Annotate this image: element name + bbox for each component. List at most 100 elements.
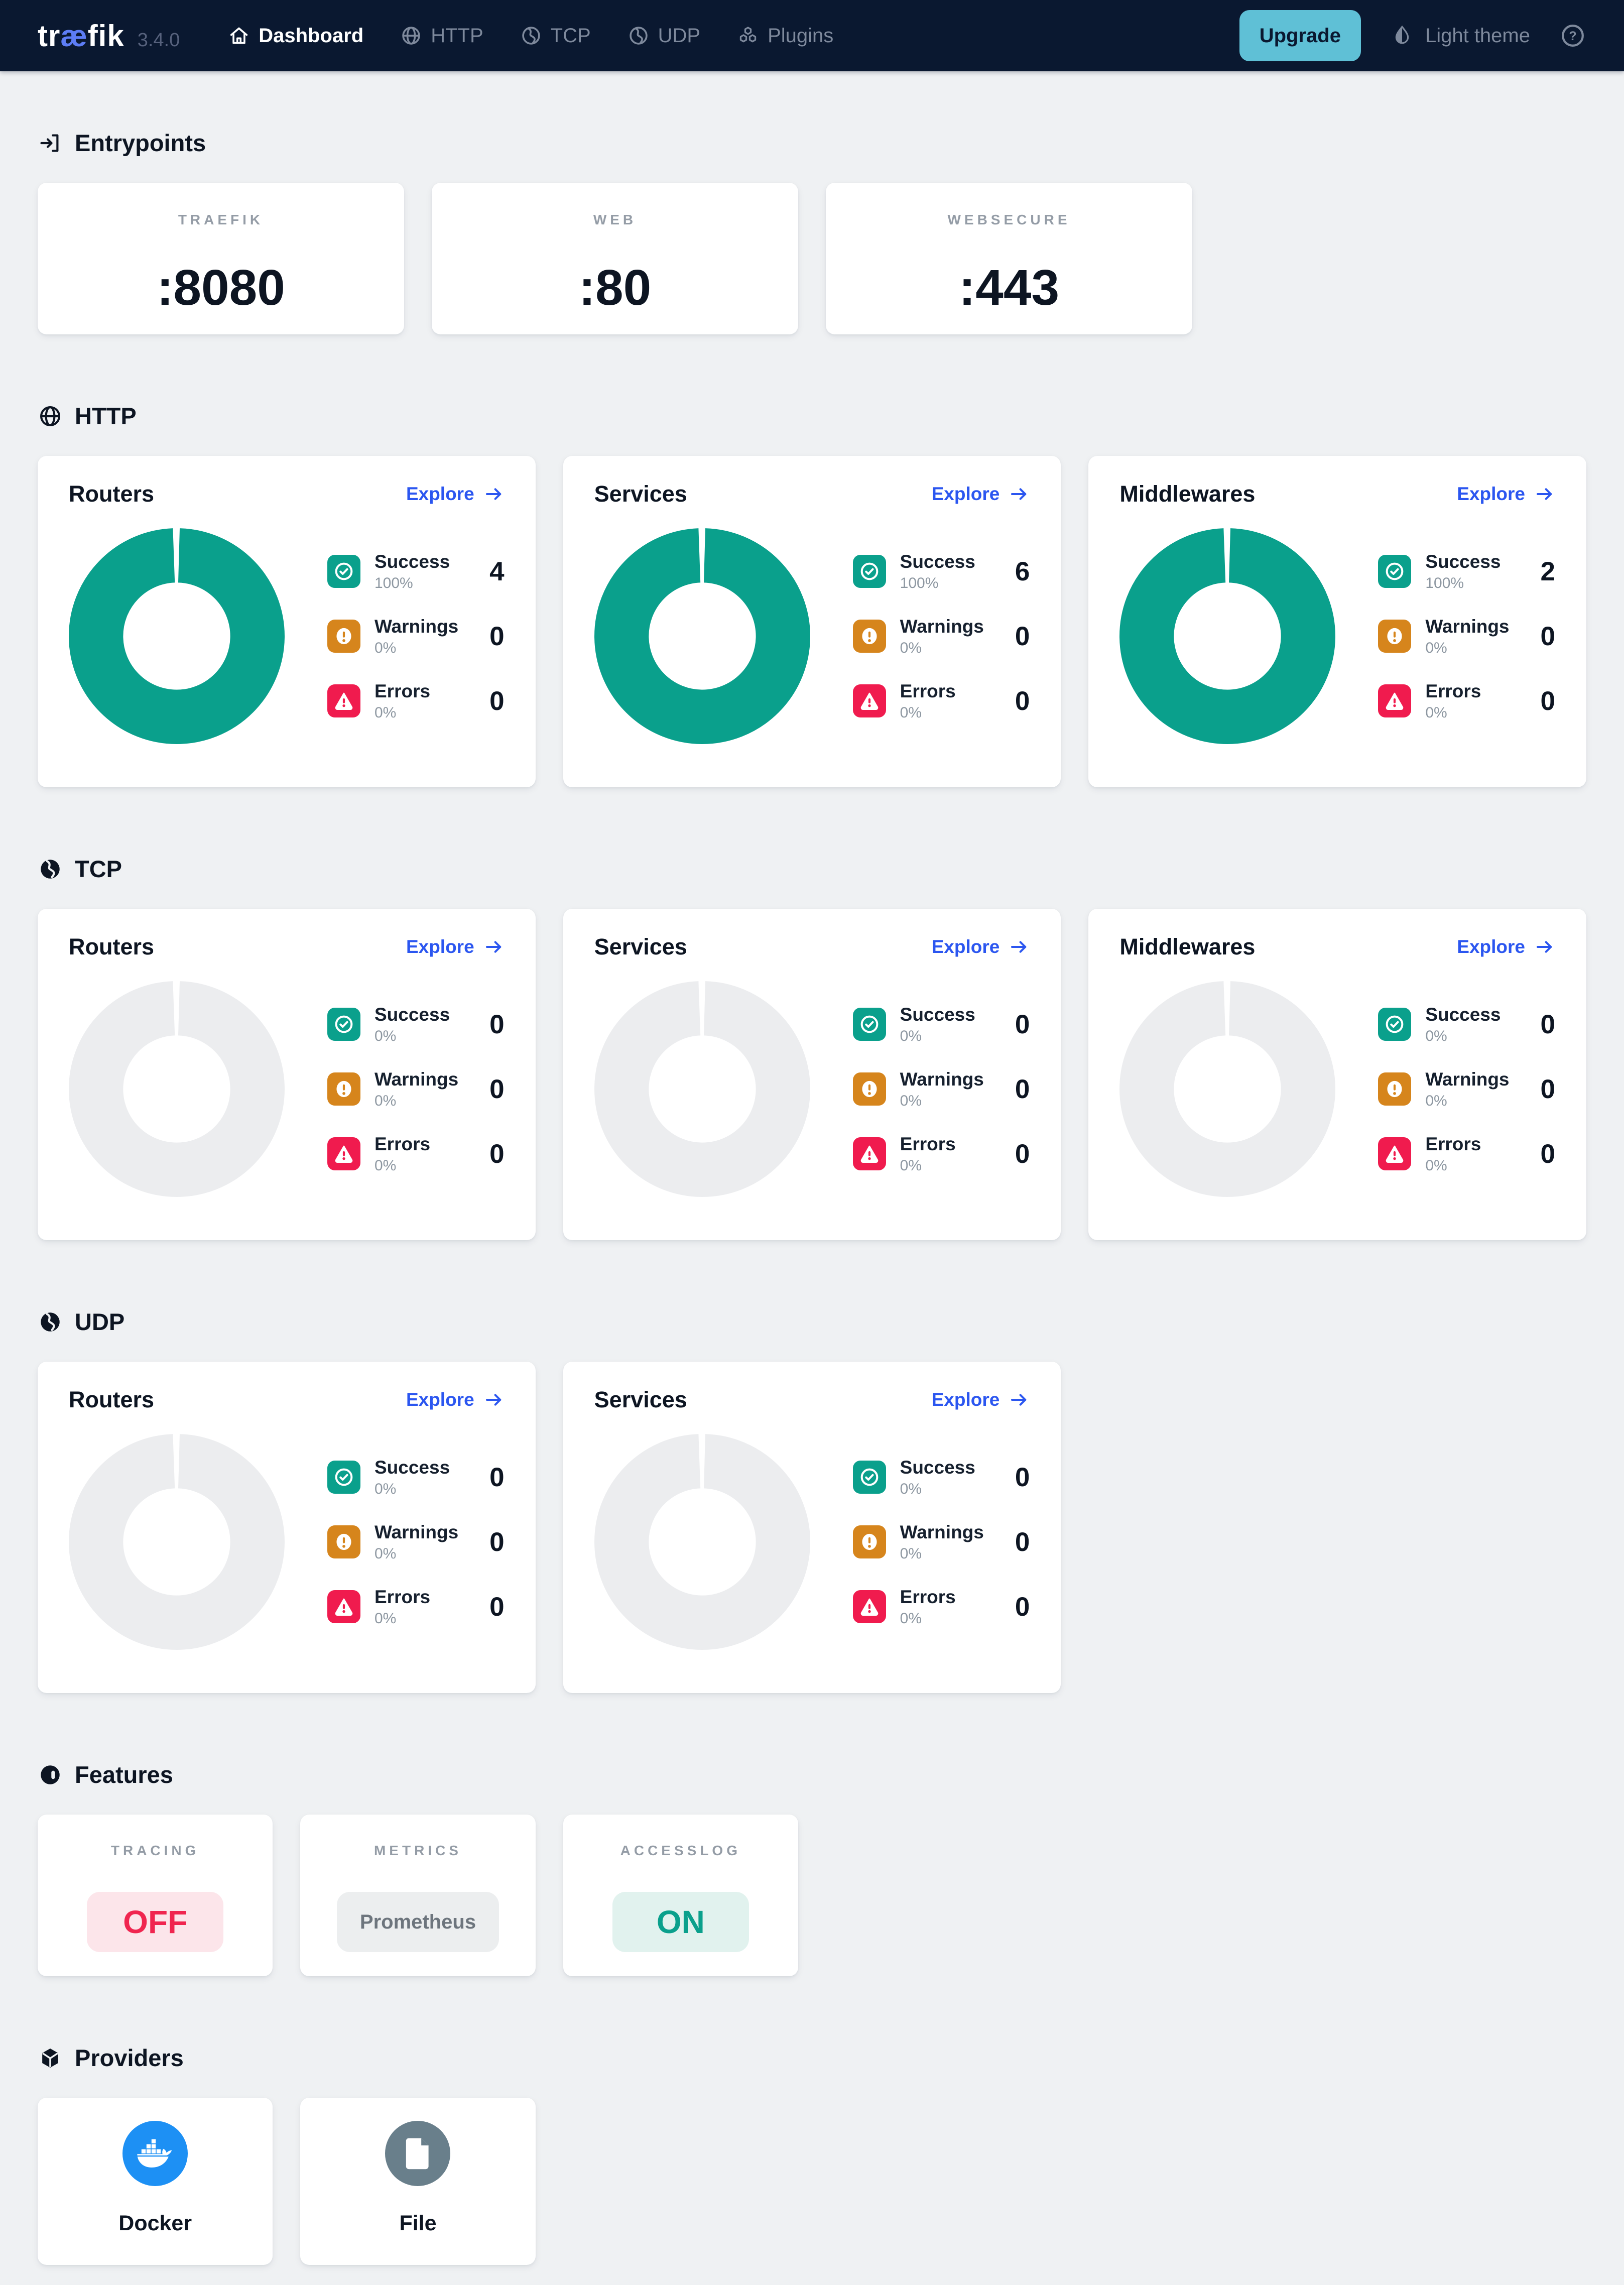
stat-errors: Errors 0% 0 bbox=[852, 681, 1030, 721]
stats-list: Success 100% 6 Warnings 0% 0 Errors 0% 0 bbox=[852, 551, 1030, 721]
stat-success: Success 100% 4 bbox=[327, 551, 505, 592]
stat-errors: Errors 0% 0 bbox=[1378, 1134, 1555, 1174]
success-icon bbox=[1378, 555, 1412, 588]
http-middlewares-card: Middlewares Explore Success 100% 2 bbox=[1088, 456, 1586, 787]
udp-services-card: Services Explore Success 0% 0 bbox=[563, 1362, 1061, 1693]
provider-name: File bbox=[399, 2211, 437, 2235]
stat-label: Warnings bbox=[374, 1068, 459, 1090]
explore-link[interactable]: Explore bbox=[406, 936, 505, 957]
stat-label: Errors bbox=[374, 1133, 431, 1154]
stats-list: Success 0% 0 Warnings 0% 0 Errors 0% 0 bbox=[327, 1457, 505, 1627]
svg-text:?: ? bbox=[1569, 30, 1576, 43]
donut-chart bbox=[1119, 981, 1336, 1197]
explore-link[interactable]: Explore bbox=[932, 484, 1030, 505]
warning-icon bbox=[327, 1072, 360, 1106]
stat-value: 0 bbox=[1015, 1139, 1030, 1169]
stat-value: 0 bbox=[489, 1139, 505, 1169]
card-title: Routers bbox=[69, 934, 155, 959]
section-title: HTTP bbox=[75, 403, 137, 429]
provider-card-file: File bbox=[300, 2098, 536, 2265]
stats-list: Success 100% 4 Warnings 0% 0 Errors 0% 0 bbox=[327, 551, 505, 721]
explore-label: Explore bbox=[406, 484, 474, 504]
http-grid: Routers Explore Success 100% 4 bbox=[38, 456, 1586, 787]
explore-link[interactable]: Explore bbox=[406, 484, 505, 505]
error-icon bbox=[1378, 1137, 1412, 1170]
docker-icon bbox=[122, 2121, 188, 2186]
stat-value: 0 bbox=[1540, 1139, 1555, 1169]
stat-percent: 0% bbox=[374, 1545, 397, 1562]
stat-errors: Errors 0% 0 bbox=[852, 1134, 1030, 1174]
explore-link[interactable]: Explore bbox=[1457, 936, 1555, 957]
theme-toggle[interactable]: Light theme bbox=[1390, 24, 1530, 48]
explore-link[interactable]: Explore bbox=[406, 1389, 505, 1410]
warning-icon bbox=[852, 1525, 886, 1558]
stats-list: Success 0% 0 Warnings 0% 0 Errors 0% 0 bbox=[852, 1457, 1030, 1627]
upgrade-button[interactable]: Upgrade bbox=[1239, 10, 1361, 61]
stat-warnings: Warnings 0% 0 bbox=[327, 1522, 505, 1562]
warning-icon bbox=[1378, 620, 1412, 653]
stat-percent: 0% bbox=[1425, 704, 1447, 721]
stat-errors: Errors 0% 0 bbox=[327, 681, 505, 721]
stat-value: 0 bbox=[489, 1009, 505, 1039]
help-button[interactable]: ? bbox=[1559, 22, 1586, 49]
arrow-right-icon bbox=[1011, 1394, 1027, 1406]
explore-label: Explore bbox=[931, 936, 1000, 957]
card-title: Services bbox=[594, 1387, 687, 1412]
nav-item-udp[interactable]: UDP bbox=[627, 24, 700, 47]
stat-success: Success 100% 2 bbox=[1378, 551, 1555, 592]
stat-label: Success bbox=[1425, 551, 1501, 572]
stat-label: Warnings bbox=[900, 1521, 984, 1542]
stat-errors: Errors 0% 0 bbox=[327, 1134, 505, 1174]
provider-name: Docker bbox=[118, 2211, 192, 2235]
stat-percent: 0% bbox=[1425, 639, 1447, 656]
stat-value: 4 bbox=[489, 556, 505, 586]
error-icon bbox=[327, 1137, 360, 1170]
nav-item-tcp[interactable]: TCP bbox=[520, 24, 591, 47]
stat-percent: 0% bbox=[374, 639, 397, 656]
success-icon bbox=[1378, 1008, 1412, 1041]
feature-status-badge: OFF bbox=[87, 1892, 224, 1952]
section-udp-header: UDP bbox=[38, 1308, 1586, 1336]
stat-success: Success 0% 0 bbox=[1378, 1004, 1555, 1045]
nav-menu: Dashboard HTTP TCP UDP Plugins bbox=[227, 24, 833, 47]
entrypoints-icon bbox=[40, 134, 59, 152]
explore-link[interactable]: Explore bbox=[932, 1389, 1030, 1410]
stat-warnings: Warnings 0% 0 bbox=[1378, 1069, 1555, 1110]
stats-list: Success 100% 2 Warnings 0% 0 Errors 0% 0 bbox=[1378, 551, 1555, 721]
navbar-right: Upgrade Light theme ? bbox=[1239, 10, 1586, 61]
section-title: Entrypoints bbox=[75, 130, 206, 156]
nav-item-http[interactable]: HTTP bbox=[400, 24, 483, 47]
stat-errors: Errors 0% 0 bbox=[1378, 681, 1555, 721]
stat-label: Warnings bbox=[1425, 616, 1510, 637]
warning-icon bbox=[1378, 1072, 1412, 1106]
card-title: Routers bbox=[69, 481, 155, 507]
stat-value: 2 bbox=[1540, 556, 1555, 586]
section-features-header: Features bbox=[38, 1761, 1586, 1788]
providers-grid: Docker File bbox=[38, 2098, 1586, 2265]
tcp-grid: Routers Explore Success 0% 0 bbox=[38, 909, 1586, 1240]
explore-label: Explore bbox=[406, 1389, 474, 1410]
nav-item-dashboard[interactable]: Dashboard bbox=[227, 24, 363, 47]
help-icon: ? bbox=[1562, 25, 1584, 47]
stat-warnings: Warnings 0% 0 bbox=[852, 1069, 1030, 1110]
donut-chart bbox=[69, 528, 285, 744]
traefik-logo[interactable]: træfik 3.4.0 bbox=[38, 19, 180, 53]
udp-grid: Routers Explore Success 0% 0 bbox=[38, 1362, 1586, 1693]
explore-label: Explore bbox=[1457, 936, 1525, 957]
stat-warnings: Warnings 0% 0 bbox=[327, 616, 505, 657]
success-icon bbox=[327, 1008, 360, 1041]
stat-value: 0 bbox=[489, 1074, 505, 1104]
stat-value: 0 bbox=[489, 621, 505, 651]
explore-link[interactable]: Explore bbox=[932, 936, 1030, 957]
stat-percent: 0% bbox=[374, 1610, 397, 1627]
entrypoint-port: :80 bbox=[578, 260, 652, 316]
section-title: Features bbox=[75, 1761, 173, 1788]
arrow-right-icon bbox=[1011, 488, 1027, 500]
error-icon bbox=[852, 684, 886, 717]
nav-item-label: HTTP bbox=[431, 24, 483, 47]
nav-item-plugins[interactable]: Plugins bbox=[736, 24, 833, 47]
stats-list: Success 0% 0 Warnings 0% 0 Errors 0% 0 bbox=[1378, 1004, 1555, 1174]
stat-label: Success bbox=[900, 1457, 975, 1478]
explore-link[interactable]: Explore bbox=[1457, 484, 1555, 505]
nav-item-label: TCP bbox=[550, 24, 591, 47]
